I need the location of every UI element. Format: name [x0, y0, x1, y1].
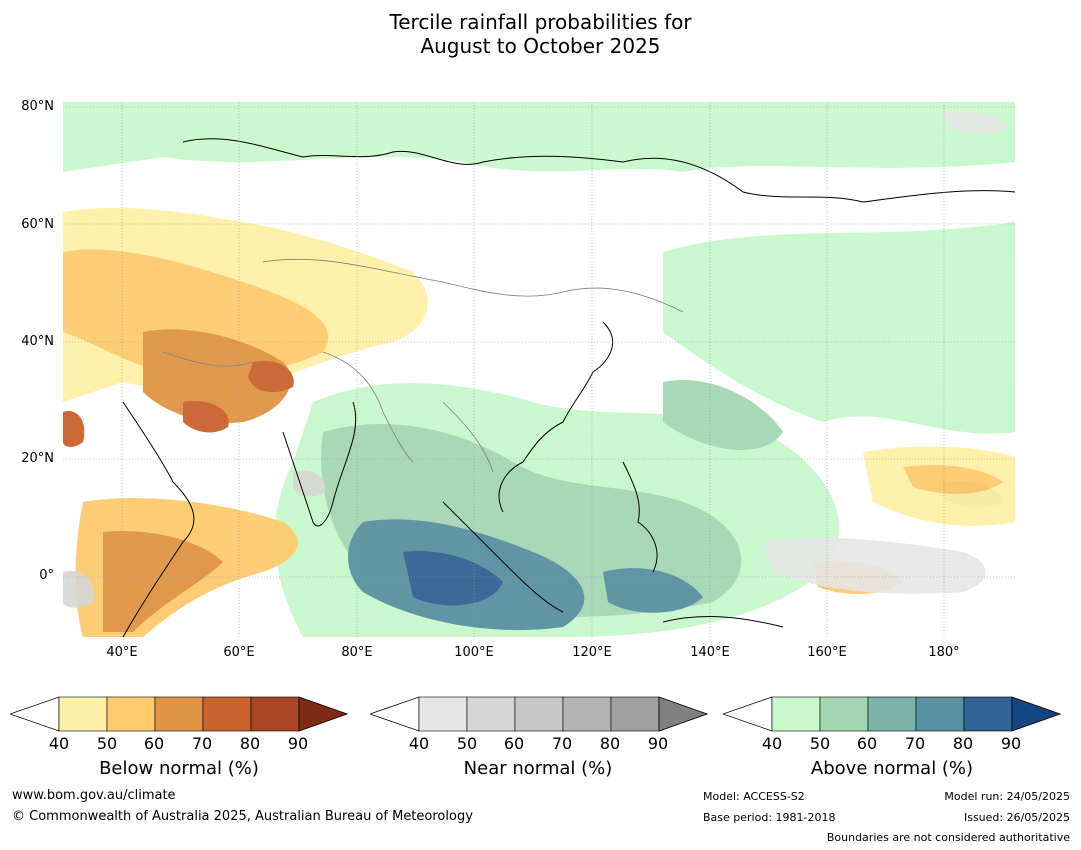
- near-normal-title: Near normal (%): [463, 758, 613, 779]
- near-normal-tick: 90: [647, 734, 669, 753]
- above-normal-title: Above normal (%): [810, 758, 974, 779]
- colorbar-bin: [819, 696, 869, 732]
- below-normal-region: [63, 207, 1015, 637]
- map-title-line1: Tercile rainfall probabilities for: [389, 10, 692, 34]
- below-normal-colorbar: [10, 696, 348, 732]
- website-link[interactable]: www.bom.gov.au/climate: [12, 788, 176, 803]
- near-normal-tick: 70: [551, 734, 573, 753]
- colorbar-bin: [562, 696, 612, 732]
- colorbar-max-arrow: [658, 696, 708, 732]
- boundaries-note: Boundaries are not considered authoritat…: [826, 831, 1070, 844]
- colorbar-min-arrow: [10, 696, 60, 732]
- colorbar-bin: [106, 696, 156, 732]
- colorbar-bin: [58, 696, 108, 732]
- colorbar-bin: [466, 696, 516, 732]
- graticule: [63, 102, 1015, 637]
- colorbar-bin: [418, 696, 468, 732]
- colorbar-min-arrow: [370, 696, 420, 732]
- below-normal-tick: 90: [287, 734, 309, 753]
- colorbar-min-arrow: [723, 696, 773, 732]
- above-normal-tick: 70: [904, 734, 926, 753]
- country-borders: [162, 258, 684, 473]
- colorbar-bin: [610, 696, 660, 732]
- base-period-text: Base period: 1981-2018: [703, 811, 836, 824]
- lon-label-60e: 60°E: [223, 645, 255, 660]
- lon-label-160e: 160°E: [807, 645, 847, 660]
- lat-label-40n: 40°N: [21, 334, 54, 349]
- copyright-text: © Commonwealth of Australia 2025, Austra…: [12, 809, 473, 824]
- near-normal-tick: 60: [503, 734, 525, 753]
- lat-label-80n: 80°N: [21, 99, 54, 114]
- below-normal-tick: 80: [239, 734, 261, 753]
- above-normal-region: [63, 102, 1015, 637]
- lat-label-20n: 20°N: [21, 451, 54, 466]
- near-normal-tick: 50: [456, 734, 478, 753]
- lon-label-40e: 40°E: [106, 645, 138, 660]
- colorbar-max-arrow: [1011, 696, 1061, 732]
- near-normal-tick: 80: [599, 734, 621, 753]
- colorbar-bin: [202, 696, 252, 732]
- above-normal-tick: 60: [856, 734, 878, 753]
- colorbar-bin: [915, 696, 965, 732]
- above-normal-tick: 90: [1000, 734, 1022, 753]
- near-normal-tick: 40: [408, 734, 430, 753]
- lon-label-140e: 140°E: [690, 645, 730, 660]
- lon-label-80e: 80°E: [341, 645, 373, 660]
- above-normal-tick: 80: [952, 734, 974, 753]
- below-normal-title: Below normal (%): [99, 758, 259, 779]
- below-normal-tick: 60: [143, 734, 165, 753]
- below-normal-tick: 70: [191, 734, 213, 753]
- issued-text: Issued: 26/05/2025: [963, 811, 1070, 824]
- colorbar-bin: [514, 696, 564, 732]
- colorbar-bin: [154, 696, 204, 732]
- colorbar-bin: [250, 696, 300, 732]
- near-normal-colorbar: [370, 696, 708, 732]
- lat-label-0: 0°: [39, 568, 54, 583]
- colorbar-bin: [867, 696, 917, 732]
- model-run-text: Model run: 24/05/2025: [944, 790, 1070, 803]
- colorbar-max-arrow: [298, 696, 348, 732]
- coastlines: [122, 138, 1015, 637]
- lon-label-100e: 100°E: [454, 645, 494, 660]
- model-text: Model: ACCESS-S2: [703, 790, 805, 803]
- above-normal-colorbar: [723, 696, 1061, 732]
- above-normal-tick: 40: [761, 734, 783, 753]
- near-normal-region: [63, 111, 1008, 608]
- lon-label-180: 180°: [928, 645, 960, 660]
- colorbar-bin: [771, 696, 821, 732]
- above-normal-tick: 50: [809, 734, 831, 753]
- rainfall-probability-map: [63, 102, 1015, 637]
- below-normal-tick: 40: [48, 734, 70, 753]
- lat-label-60n: 60°N: [21, 217, 54, 232]
- below-normal-tick: 50: [96, 734, 118, 753]
- map-title-line2: August to October 2025: [420, 34, 661, 58]
- lon-label-120e: 120°E: [572, 645, 612, 660]
- colorbar-bin: [963, 696, 1013, 732]
